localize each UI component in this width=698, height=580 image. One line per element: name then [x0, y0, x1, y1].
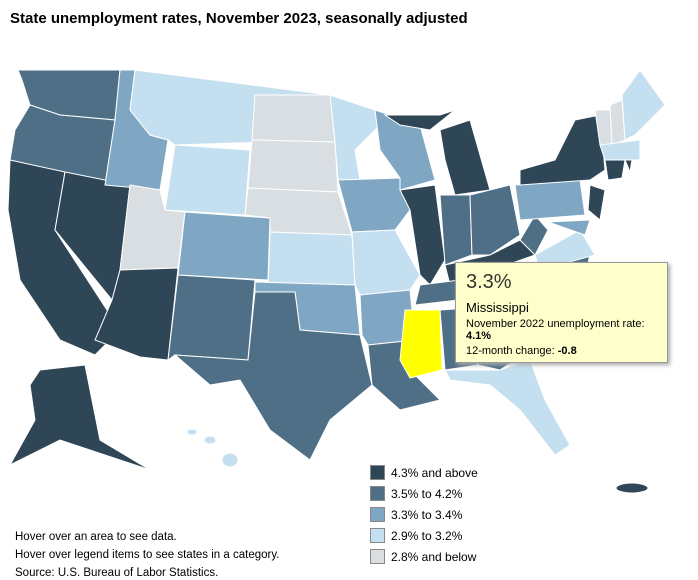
legend-label: 2.9% to 3.2% — [391, 528, 463, 543]
state[interactable] — [8, 364, 151, 471]
legend-swatch — [370, 507, 385, 522]
prior-label: November 2022 unemployment rate: — [466, 318, 645, 330]
change-label: 12-month change: — [466, 345, 555, 357]
legend-item[interactable]: 2.8% and below — [370, 546, 478, 567]
state[interactable] — [439, 119, 491, 196]
state[interactable] — [514, 179, 586, 221]
state[interactable] — [94, 267, 179, 361]
state[interactable] — [203, 435, 217, 445]
tooltip-rate: 3.3% — [466, 271, 512, 293]
state[interactable] — [439, 194, 473, 266]
state[interactable] — [444, 359, 571, 456]
state[interactable] — [351, 229, 421, 296]
notes: Hover over an area to see data. Hover ove… — [15, 528, 279, 580]
state[interactable] — [615, 482, 649, 494]
state[interactable] — [621, 69, 666, 141]
legend: 4.3% and above 3.5% to 4.2% 3.3% to 3.4% 2.… — [370, 462, 478, 567]
state[interactable] — [251, 94, 336, 143]
state[interactable] — [383, 109, 456, 131]
state[interactable] — [267, 231, 356, 286]
state[interactable] — [164, 144, 251, 216]
state[interactable] — [547, 219, 591, 236]
change-value: -0.8 — [557, 345, 577, 357]
legend-swatch — [370, 549, 385, 564]
legend-label: 3.3% to 3.4% — [391, 507, 463, 522]
state[interactable] — [177, 211, 271, 281]
state[interactable] — [167, 274, 256, 362]
state[interactable] — [399, 309, 443, 379]
legend-label: 3.5% to 4.2% — [391, 486, 463, 501]
note: Source: U.S. Bureau of Labor Statistics. — [15, 567, 219, 579]
tooltip-state: Mississippi — [466, 300, 529, 315]
state[interactable] — [247, 139, 339, 193]
tooltip: 3.3% Mississippi November 2022 unemploym… — [455, 262, 668, 363]
legend-label: 2.8% and below — [391, 549, 477, 564]
state[interactable] — [587, 184, 606, 221]
state[interactable] — [173, 291, 373, 461]
legend-swatch — [370, 465, 385, 480]
state[interactable] — [624, 159, 633, 174]
state[interactable] — [599, 139, 641, 161]
state[interactable] — [186, 428, 198, 436]
state[interactable] — [329, 94, 381, 181]
note: Hover over legend items to see states in… — [15, 549, 280, 561]
note: Hover over an area to see data. — [15, 531, 177, 543]
title: State unemployment rates, November 2023,… — [10, 10, 468, 27]
legend-item[interactable]: 2.9% to 3.2% — [370, 525, 478, 546]
legend-swatch — [370, 528, 385, 543]
legend-label: 4.3% and above — [391, 465, 478, 480]
legend-item[interactable]: 3.3% to 3.4% — [370, 504, 478, 525]
state[interactable] — [337, 177, 411, 233]
state[interactable] — [519, 214, 549, 256]
legend-item[interactable]: 3.5% to 4.2% — [370, 483, 478, 504]
state[interactable] — [604, 159, 626, 181]
legend-swatch — [370, 486, 385, 501]
state[interactable] — [221, 452, 239, 468]
prior-value: 4.1% — [466, 330, 492, 342]
state[interactable] — [519, 114, 606, 186]
legend-item[interactable]: 4.3% and above — [370, 462, 478, 483]
state[interactable] — [469, 184, 521, 256]
